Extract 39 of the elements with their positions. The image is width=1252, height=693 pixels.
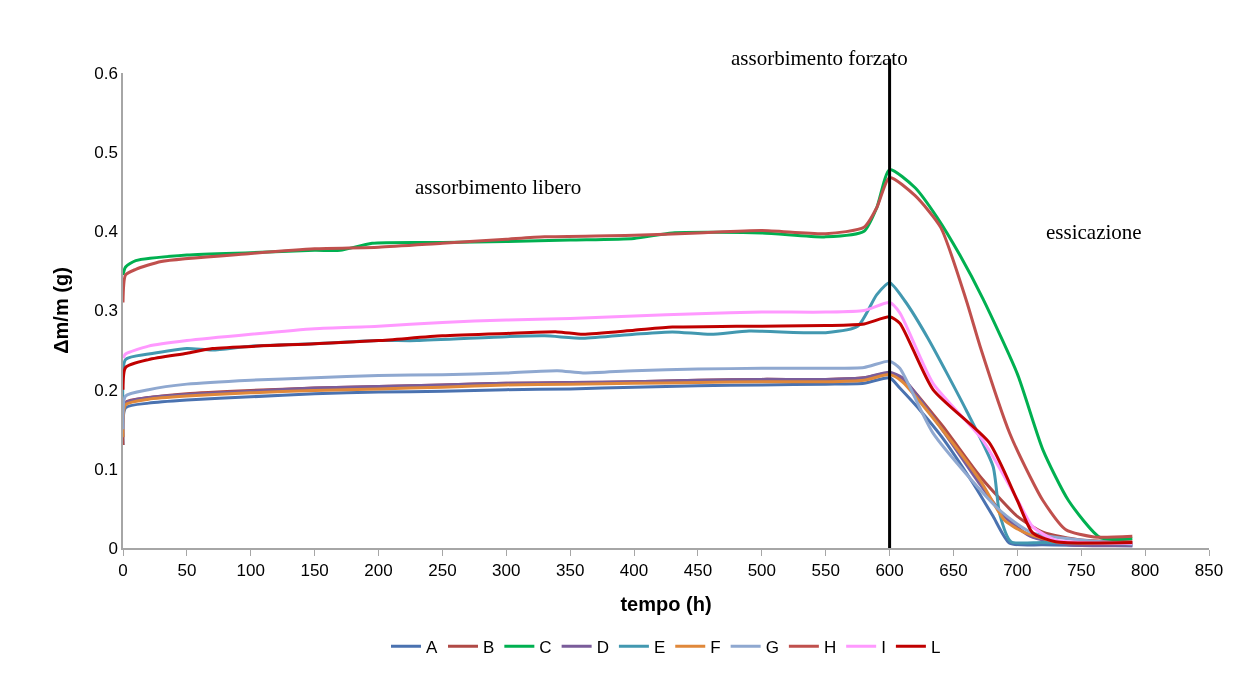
legend-label: C xyxy=(539,637,552,657)
y-tick-label: 0.3 xyxy=(94,301,118,321)
y-tick-label: 0.4 xyxy=(94,222,118,242)
x-tick-label: 50 xyxy=(177,561,197,581)
x-tick-label: 850 xyxy=(1194,561,1224,581)
y-tick-label: 0.1 xyxy=(94,459,118,479)
x-tick-label: 800 xyxy=(1130,561,1160,581)
x-tick-label: 600 xyxy=(875,561,904,581)
x-tick-label: 300 xyxy=(492,561,521,581)
x-tick-label: 700 xyxy=(1003,561,1032,581)
x-tick-label: 450 xyxy=(683,561,713,581)
x-tick-label: 400 xyxy=(619,561,649,581)
legend-label: I xyxy=(881,637,886,657)
x-tick-label: 650 xyxy=(939,561,968,581)
legend-label: B xyxy=(483,637,495,657)
y-tick-label: 0.6 xyxy=(94,63,118,83)
x-tick-label: 550 xyxy=(811,561,840,581)
y-tick-label: 0.5 xyxy=(94,143,118,163)
x-tick-label: 250 xyxy=(428,561,457,581)
x-tick-label: 100 xyxy=(236,561,265,581)
x-axis-title: tempo (h) xyxy=(620,593,712,616)
x-tick-label: 150 xyxy=(300,561,329,581)
annotation: assorbimento libero xyxy=(415,175,582,199)
legend-label: E xyxy=(653,637,666,657)
legend-label: D xyxy=(596,637,609,657)
legend-label: A xyxy=(426,637,438,657)
y-tick-label: 0.2 xyxy=(94,380,118,400)
legend-label: G xyxy=(765,637,779,657)
y-axis-title: Δm/m (g) xyxy=(50,267,73,354)
x-tick-label: 350 xyxy=(555,561,585,581)
text: assorbimento forzato xyxy=(731,46,908,70)
annotation: essicazione xyxy=(1046,220,1142,244)
legend-label: F xyxy=(710,637,721,657)
x-tick-label: 200 xyxy=(364,561,393,581)
x-tick-label: 500 xyxy=(747,561,777,581)
legend-label: L xyxy=(930,637,941,657)
y-tick-label: 0 xyxy=(108,538,118,558)
x-tick-label: 750 xyxy=(1067,561,1096,581)
legend-label: H xyxy=(823,637,837,657)
